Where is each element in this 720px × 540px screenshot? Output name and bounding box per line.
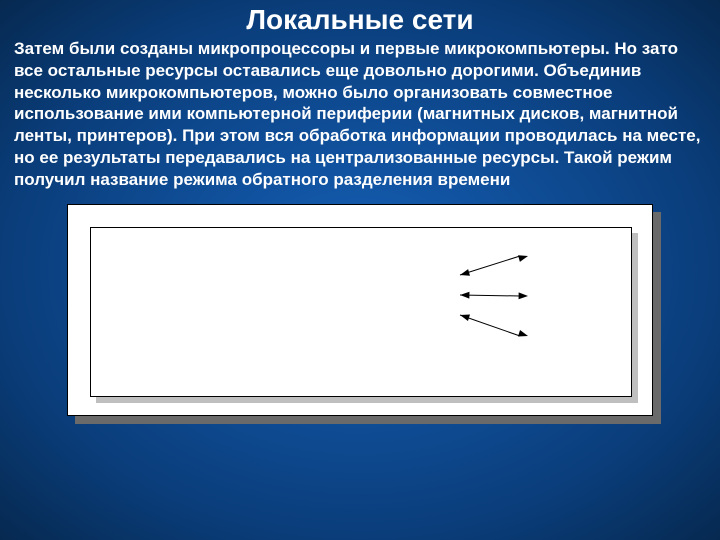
diagram-panel: Микрокомпьютеры ДискЛентаПринтер — [67, 204, 653, 416]
paragraph-text: Затем были созданы микропроцессоры и пер… — [14, 39, 700, 189]
inner-content — [90, 227, 632, 397]
arrow-icon — [458, 250, 536, 281]
arrow-icon — [458, 289, 536, 302]
page-title: Локальные сети — [0, 0, 720, 36]
body-paragraph: Затем были созданы микропроцессоры и пер… — [0, 36, 720, 198]
inner-panel — [90, 227, 632, 397]
diagram-container: Микрокомпьютеры ДискЛентаПринтер — [67, 204, 653, 416]
paragraph-bold: режима обратного разделения времени — [173, 170, 510, 189]
arrow-icon — [458, 309, 536, 342]
